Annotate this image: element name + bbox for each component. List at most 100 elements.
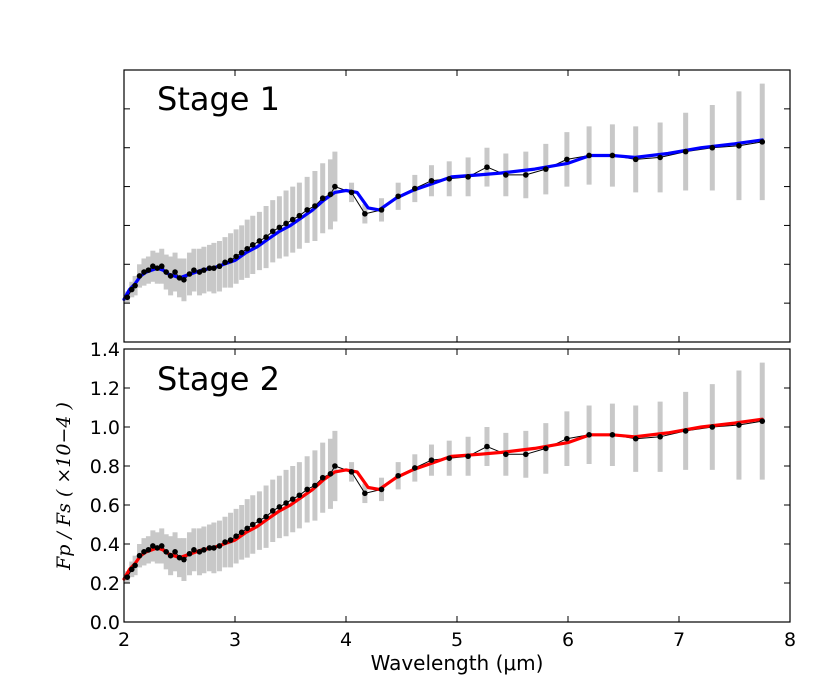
stage2-data-point — [181, 556, 187, 563]
stage1-data-point — [196, 269, 203, 275]
stage2-data-point — [586, 432, 592, 438]
stage1-data-point — [319, 195, 326, 202]
y-tick-label: 0.4 — [90, 534, 120, 556]
stage2-data-point — [167, 552, 174, 559]
stage1-data-point — [163, 269, 169, 275]
stage1-data-point — [709, 144, 716, 151]
stage2-data-point — [216, 543, 223, 549]
stage1-data-point — [586, 152, 592, 159]
stage2-data-point — [132, 562, 138, 569]
stage2-data-point — [523, 451, 529, 458]
stage1-title: Stage 1 — [157, 80, 280, 118]
stage1-data-point — [176, 275, 183, 281]
stage2-data-point — [269, 508, 276, 514]
x-tick-label: 4 — [340, 629, 352, 651]
stage1-data-point — [412, 185, 418, 192]
stage1-data-point — [428, 177, 435, 184]
stage1-data-point — [211, 265, 217, 271]
stage1-data-point — [186, 271, 193, 277]
stage1-data-point — [378, 207, 385, 213]
x-tick-label: 3 — [229, 629, 241, 651]
stage2-data-point — [136, 552, 143, 559]
stage2-data-point — [332, 463, 338, 469]
stage2-data-point — [150, 543, 156, 549]
stage1-data-point — [158, 263, 165, 270]
stage2-panel: Stage 2 — [122, 348, 791, 623]
stage1-data-point — [657, 154, 663, 161]
y-axis-label: Fp / Fs ( ×10−4 ) — [53, 402, 75, 571]
stage1-data-point — [216, 263, 223, 270]
stage1-data-point — [136, 273, 143, 279]
stage1-data-point — [256, 238, 263, 244]
stage2-data-point — [276, 504, 283, 510]
stage2-data-point — [283, 500, 289, 506]
stage2-data-point — [319, 474, 326, 481]
stage2-data-point — [244, 525, 251, 532]
stage2-data-point — [191, 547, 197, 553]
y-tick-label: 1.0 — [90, 417, 120, 439]
stage1-data-point — [503, 172, 509, 178]
stage2-data-point — [154, 545, 161, 551]
stage1-data-point — [244, 245, 251, 252]
stage2-data-point — [378, 486, 385, 493]
stage2-data-point — [186, 550, 193, 557]
stage2-data-point — [249, 521, 256, 528]
stage1-data-point — [249, 242, 256, 248]
stage2-data-point — [263, 513, 269, 520]
stage2-data-point — [141, 549, 147, 555]
stage1-data-point — [348, 189, 355, 196]
stage2-data-point — [296, 492, 303, 499]
y-tick-labels: 0.0 0.2 0.4 0.6 0.8 1.0 1.2 1.4 — [90, 339, 120, 634]
stage1-data-point — [304, 207, 310, 213]
stage2-data-point — [564, 435, 570, 442]
stage2-data-point — [227, 537, 234, 543]
stage1-data-point — [609, 152, 616, 159]
stage1-data-point — [201, 267, 207, 273]
stage1-data-point — [154, 265, 161, 271]
stage1-data-point — [181, 277, 187, 283]
stage2-data-point — [736, 422, 742, 428]
stage2-frame — [123, 348, 791, 623]
stage2-data-point — [682, 428, 689, 434]
stage1-data-point — [632, 156, 639, 163]
stage1-data-point — [132, 282, 138, 289]
stage2-data-point — [327, 471, 334, 477]
stage1-data-point — [238, 249, 245, 256]
stage1-data-point — [206, 265, 213, 271]
stage1-data-point — [484, 164, 490, 170]
y-tick-label: 0.6 — [90, 495, 120, 517]
stage2-data-point — [289, 496, 296, 502]
stage2-data-point — [348, 469, 355, 475]
stage2-data-point — [163, 549, 169, 555]
stage1-data-point — [543, 166, 549, 172]
x-axis-label: Wavelength (μm) — [371, 651, 544, 675]
stage2-data-point — [709, 424, 716, 430]
stage1-panel: Stage 1 — [122, 69, 791, 343]
stage1-data-point — [191, 267, 197, 273]
stage1-frame — [123, 69, 791, 343]
stage1-data-point — [124, 294, 131, 301]
stage2-data-point — [362, 490, 368, 497]
stage2-data-point — [206, 545, 213, 551]
stage1-data-point — [289, 216, 296, 223]
stage1-data-point — [172, 269, 178, 275]
stage2-data-point — [428, 457, 435, 463]
stage2-data-point — [238, 529, 245, 536]
stage1-data-point — [222, 259, 228, 266]
stage2-data-point — [759, 418, 766, 424]
stage1-data-point — [395, 193, 401, 200]
stage1-data-point — [465, 174, 471, 180]
x-tick-label: 7 — [673, 629, 685, 651]
stage2-data-point — [172, 549, 178, 555]
stage2-data-point — [543, 445, 549, 452]
stage2-data-point — [158, 543, 165, 549]
x-tick-label: 5 — [451, 629, 463, 651]
stage2-data-point — [211, 545, 217, 551]
y-tick-label: 1.2 — [90, 378, 120, 400]
stage2-data-point — [201, 547, 207, 553]
stage1-data-point — [227, 257, 234, 264]
x-tick-label: 8 — [784, 629, 796, 651]
stage1-data-point — [759, 139, 766, 145]
x-tick-label: 6 — [562, 629, 574, 651]
